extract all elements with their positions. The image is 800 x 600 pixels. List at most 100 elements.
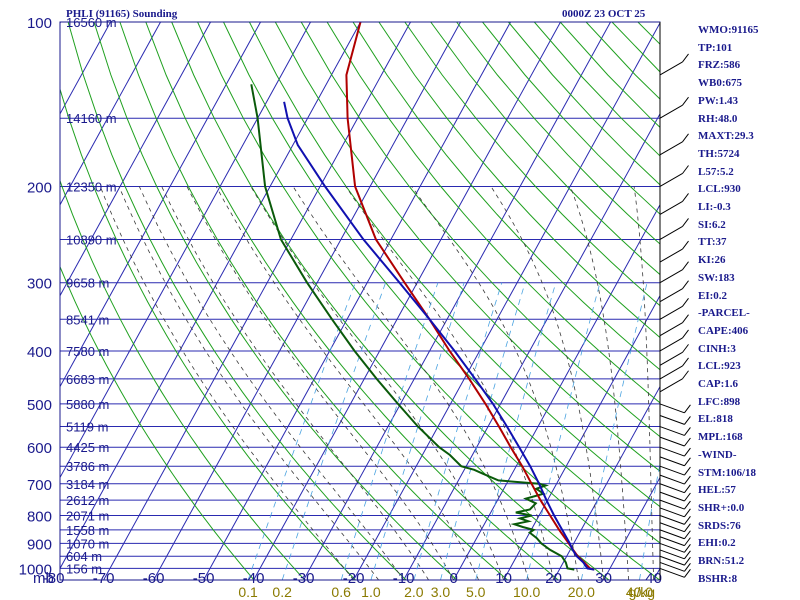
sounding-index-item: EL:818 [698, 413, 733, 426]
wind-barb [659, 474, 685, 485]
parcel-profile-line [283, 101, 595, 571]
wind-barb-flag [684, 508, 691, 518]
isotherm-line [153, 22, 461, 580]
sounding-index-item: TT:37 [698, 236, 727, 249]
height-label: 1070 m [66, 536, 109, 551]
wind-barb-flag [684, 544, 691, 553]
sounding-index-item: CAPE:406 [698, 324, 749, 337]
dry-adiabat-grid [60, 22, 660, 580]
isotherm-line [103, 22, 411, 580]
wind-barb [659, 305, 683, 320]
sounding-index-item: RH:48.0 [698, 112, 738, 125]
mixing-ratio-label: 5.0 [466, 584, 486, 600]
wind-barb [659, 351, 683, 366]
dry-adiabat-line [430, 22, 660, 276]
sounding-profiles [250, 22, 595, 571]
wind-barb [659, 322, 683, 337]
wind-barb [659, 456, 685, 467]
height-label: 5119 m [66, 420, 108, 435]
sounding-index-item: CINH:3 [698, 342, 736, 355]
height-label: 14160 m [66, 111, 117, 126]
wind-barb [659, 269, 683, 284]
sounding-index-item: LI:-0.3 [698, 201, 731, 213]
temperature-tick-label: 0 [449, 570, 457, 587]
mixing-ratio-line [440, 282, 526, 580]
wind-barb-flag [682, 96, 689, 106]
wind-barb [659, 465, 685, 476]
moist-adiabat-line [292, 186, 529, 580]
wind-barb [659, 499, 685, 510]
wind-barb-flag [684, 475, 691, 485]
mixing-ratio-label: 1.0 [361, 584, 381, 600]
wind-barb [659, 173, 683, 187]
sounding-index-item: MAXT:29.3 [698, 130, 754, 143]
pressure-tick-label: 500 [27, 397, 52, 414]
mixing-ratio-label: 0.2 [272, 584, 292, 600]
mixing-ratio-line [281, 282, 386, 580]
mixing-ratio-grid [247, 282, 660, 580]
wind-barb [659, 248, 683, 263]
sounding-index-item: TH:5724 [698, 147, 740, 160]
temperature-tick-label: -50 [193, 570, 215, 587]
wind-barb-flag [682, 297, 689, 307]
height-label: 156 m [66, 561, 102, 576]
sounding-index-item: PW:1.43 [698, 94, 739, 107]
mixing-ratio-label: 2.0 [404, 584, 424, 600]
sounding-index-item: WMO:91165 [698, 24, 759, 36]
sounding-index-item: SW:183 [698, 271, 735, 284]
height-labels: 16560 m 14160 m 12350 m 10890 m 9658 m 8541 m… [66, 15, 117, 576]
wind-barb-flag [682, 165, 689, 174]
mixing-ratio-label: 0.1 [238, 584, 258, 600]
pressure-tick-label: 400 [27, 344, 52, 361]
dry-adiabat-line [67, 22, 407, 580]
temperature-axis: mb-80 -70 -60 -50 -40 -30 -20 -10 0 10 20 30 40 [33, 570, 662, 587]
wind-barb-flag [682, 357, 689, 367]
temperature-tick-label: -80 [43, 570, 65, 587]
temperature-tick-label: 30 [595, 570, 612, 587]
mixing-ratio-line [340, 282, 439, 580]
sounding-index-item: LCL:923 [698, 360, 741, 373]
mixing-ratio-line [475, 282, 557, 580]
wind-barb [659, 567, 685, 578]
station-title: PHLI (91165) Sounding [66, 8, 178, 20]
wind-barb-flag [684, 556, 691, 566]
wind-barb [659, 365, 683, 380]
isotherm-line [603, 476, 660, 580]
wind-barb-flag [684, 523, 691, 532]
wind-barb [659, 561, 685, 572]
dry-adiabat-line [197, 22, 660, 580]
wind-barb-flag [684, 492, 691, 502]
temperature-tick-label: -10 [393, 570, 415, 587]
height-label: 12350 m [66, 179, 117, 194]
dry-adiabat-line [559, 22, 660, 128]
moist-adiabat-line [411, 186, 579, 580]
isotherm-line [60, 22, 61, 25]
temperature-tick-label: 40 [645, 570, 662, 587]
isotherm-line [553, 385, 660, 580]
height-label: 10890 m [66, 232, 117, 247]
sounding-index-item: LFC:898 [698, 395, 741, 408]
mixing-ratio-unit: g/kg [629, 584, 655, 600]
wind-barb-flag [684, 437, 691, 447]
wind-barb-flag [682, 370, 689, 380]
wind-barb-flag [684, 466, 691, 476]
dewpoint-profile-line [250, 84, 575, 571]
temperature-tick-label: 20 [545, 570, 562, 587]
sounding-index-item: CAP:1.6 [698, 378, 739, 390]
moist-adiabat-line [138, 186, 404, 580]
height-label: 3184 m [66, 477, 109, 492]
height-label: 7580 m [66, 344, 109, 359]
wind-barb-flag [682, 240, 689, 250]
wind-barb-flag [684, 484, 691, 493]
sounding-time: 0000Z 23 OCT 25 [562, 8, 646, 20]
moist-adiabat-grid [99, 186, 654, 580]
mixing-ratio-line [580, 282, 648, 580]
sounding-index-item: -PARCEL- [698, 307, 750, 320]
dry-adiabat-line [326, 22, 660, 404]
pressure-axis: 100 200 300 400 500 600 700 800 900 1000 [19, 15, 52, 578]
isotherm-line [60, 22, 261, 388]
isotherm-line [453, 203, 660, 580]
wind-barb-flag [682, 344, 689, 353]
mixing-ratio-label: 20.0 [568, 584, 595, 600]
